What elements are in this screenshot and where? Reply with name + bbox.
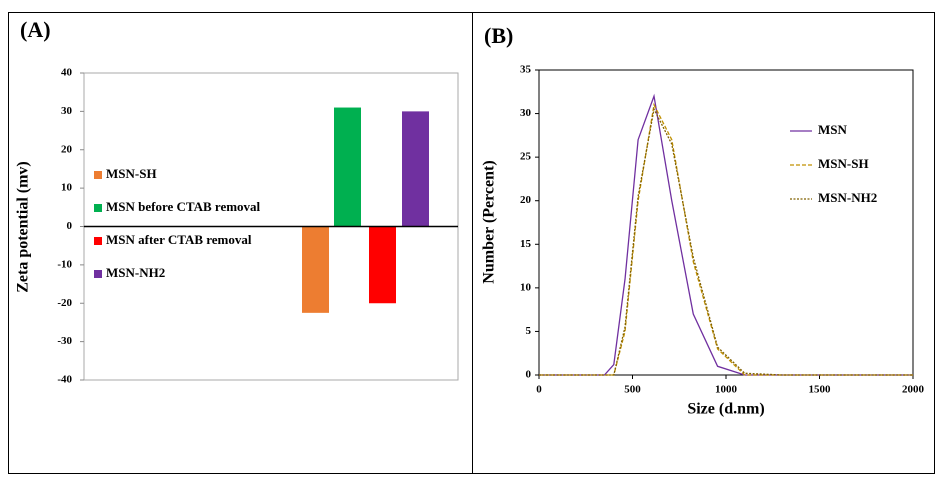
legend-swatch: [94, 270, 102, 278]
x-tick-label: 500: [624, 384, 641, 396]
y-tick-label: 25: [520, 151, 532, 163]
y-axis-label: Number (Percent): [481, 160, 498, 283]
legend-label: MSN-NH2: [106, 265, 165, 280]
line-series: [539, 102, 913, 376]
bar: [369, 226, 396, 304]
y-tick-label: 0: [526, 369, 532, 381]
y-tick-label: -10: [57, 258, 72, 270]
bar: [334, 107, 361, 227]
legend-label: MSN after CTAB removal: [106, 232, 252, 247]
y-tick-label: -20: [57, 297, 72, 309]
line-series: [539, 93, 913, 376]
y-tick-label: 40: [61, 67, 73, 79]
y-tick-label: 0: [67, 220, 73, 232]
bar: [402, 111, 429, 227]
y-tick-label: 10: [61, 182, 73, 194]
y-tick-label: 10: [520, 281, 532, 293]
legend-swatch: [94, 171, 102, 179]
legend-label: MSN-SH: [106, 166, 157, 181]
x-axis-label: Size (d.nm): [687, 401, 764, 418]
bar: [302, 226, 329, 313]
y-tick-label: 35: [520, 64, 532, 76]
y-tick-label: 30: [61, 105, 73, 117]
y-tick-label: 5: [526, 325, 532, 337]
panel-title: (B): [484, 23, 513, 48]
x-tick-label: 2000: [902, 384, 925, 396]
plot-area: [538, 69, 914, 376]
y-tick-label: -40: [57, 374, 72, 386]
legend-label: MSN: [818, 122, 848, 137]
y-axis-label: Zeta potential (mv): [15, 161, 32, 293]
y-tick-label: 15: [520, 238, 532, 250]
x-tick-label: 1500: [809, 384, 832, 396]
x-tick-label: 0: [536, 384, 542, 396]
y-tick-label: -30: [57, 335, 72, 347]
legend-swatch: [94, 204, 102, 212]
x-tick-label: 1000: [715, 384, 738, 396]
line-series: [539, 107, 913, 376]
frame: [8, 12, 935, 474]
y-tick-label: 20: [61, 143, 73, 155]
legend-swatch: [94, 237, 102, 245]
panel-title: (A): [20, 17, 51, 42]
y-tick-label: 30: [520, 107, 532, 119]
legend-label: MSN-SH: [818, 156, 869, 171]
legend-label: MSN-NH2: [818, 190, 877, 205]
y-tick-label: 20: [520, 194, 532, 206]
legend-label: MSN before CTAB removal: [106, 199, 261, 214]
